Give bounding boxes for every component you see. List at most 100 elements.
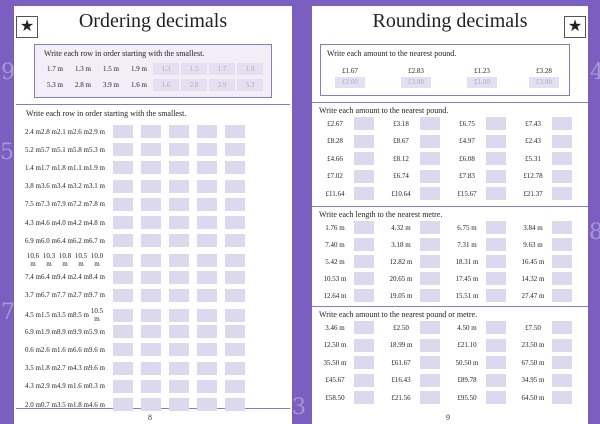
answer-box[interactable] bbox=[354, 169, 374, 183]
answer-box[interactable] bbox=[141, 270, 161, 284]
answer-box[interactable] bbox=[486, 272, 506, 285]
answer-box[interactable] bbox=[141, 179, 161, 193]
answer-box[interactable] bbox=[420, 169, 440, 183]
answer-box[interactable] bbox=[225, 270, 245, 284]
answer-box[interactable] bbox=[354, 356, 374, 369]
answer-box[interactable] bbox=[552, 338, 572, 352]
answer-box[interactable] bbox=[552, 321, 572, 334]
answer-box[interactable] bbox=[420, 356, 440, 369]
answer-box[interactable] bbox=[169, 161, 189, 175]
answer-box[interactable] bbox=[354, 289, 374, 302]
answer-box[interactable] bbox=[225, 234, 245, 248]
answer-box[interactable] bbox=[225, 143, 245, 157]
answer-box[interactable] bbox=[486, 152, 506, 165]
answer-box[interactable] bbox=[197, 288, 217, 302]
answer-box[interactable] bbox=[552, 134, 572, 148]
answer-box[interactable] bbox=[486, 187, 506, 200]
answer-box[interactable] bbox=[141, 288, 161, 302]
answer-box[interactable] bbox=[113, 379, 133, 393]
answer-box[interactable] bbox=[420, 187, 440, 200]
answer-box[interactable] bbox=[225, 308, 245, 322]
answer-box[interactable] bbox=[354, 338, 374, 352]
answer-box[interactable] bbox=[113, 288, 133, 302]
answer-box[interactable] bbox=[113, 325, 133, 339]
answer-box[interactable] bbox=[169, 216, 189, 229]
answer-box[interactable] bbox=[486, 117, 506, 130]
answer-box[interactable] bbox=[354, 134, 374, 148]
answer-box[interactable] bbox=[552, 221, 572, 234]
answer-box[interactable] bbox=[113, 308, 133, 322]
answer-box[interactable] bbox=[141, 161, 161, 175]
answer-box[interactable] bbox=[420, 321, 440, 334]
answer-box[interactable] bbox=[552, 391, 572, 404]
answer-box[interactable] bbox=[354, 221, 374, 234]
answer-box[interactable] bbox=[197, 398, 217, 411]
answer-box[interactable] bbox=[552, 152, 572, 165]
answer-box[interactable] bbox=[420, 272, 440, 285]
answer-box[interactable] bbox=[354, 255, 374, 268]
answer-box[interactable] bbox=[420, 221, 440, 234]
answer-box[interactable] bbox=[354, 272, 374, 285]
answer-box[interactable] bbox=[420, 152, 440, 165]
answer-box[interactable] bbox=[169, 361, 189, 375]
answer-box[interactable] bbox=[141, 379, 161, 393]
answer-box[interactable] bbox=[141, 308, 161, 322]
answer-box[interactable] bbox=[197, 379, 217, 393]
answer-box[interactable] bbox=[141, 325, 161, 339]
answer-box[interactable] bbox=[169, 197, 189, 211]
answer-box[interactable] bbox=[486, 169, 506, 183]
answer-box[interactable] bbox=[141, 197, 161, 211]
answer-box[interactable] bbox=[420, 238, 440, 251]
answer-box[interactable] bbox=[169, 288, 189, 302]
answer-box[interactable] bbox=[225, 161, 245, 175]
answer-box[interactable] bbox=[552, 187, 572, 200]
answer-box[interactable] bbox=[552, 238, 572, 251]
answer-box[interactable] bbox=[169, 343, 189, 357]
answer-box[interactable] bbox=[552, 272, 572, 285]
answer-box[interactable] bbox=[420, 255, 440, 268]
answer-box[interactable] bbox=[169, 234, 189, 248]
answer-box[interactable] bbox=[113, 216, 133, 229]
answer-box[interactable] bbox=[420, 289, 440, 302]
answer-box[interactable] bbox=[197, 270, 217, 284]
answer-box[interactable] bbox=[225, 288, 245, 302]
answer-box[interactable] bbox=[225, 398, 245, 411]
answer-box[interactable] bbox=[225, 197, 245, 211]
answer-box[interactable] bbox=[169, 308, 189, 322]
answer-box[interactable] bbox=[354, 373, 374, 387]
answer-box[interactable] bbox=[552, 169, 572, 183]
answer-box[interactable] bbox=[113, 143, 133, 157]
answer-box[interactable] bbox=[552, 117, 572, 130]
answer-box[interactable] bbox=[197, 161, 217, 175]
answer-box[interactable] bbox=[354, 117, 374, 130]
answer-box[interactable] bbox=[552, 255, 572, 268]
answer-box[interactable] bbox=[486, 356, 506, 369]
answer-box[interactable] bbox=[486, 134, 506, 148]
answer-box[interactable] bbox=[225, 179, 245, 193]
answer-box[interactable] bbox=[225, 253, 245, 267]
answer-box[interactable] bbox=[354, 238, 374, 251]
answer-box[interactable] bbox=[354, 391, 374, 404]
answer-box[interactable] bbox=[113, 270, 133, 284]
answer-box[interactable] bbox=[113, 179, 133, 193]
answer-box[interactable] bbox=[169, 125, 189, 138]
answer-box[interactable] bbox=[113, 361, 133, 375]
answer-box[interactable] bbox=[486, 373, 506, 387]
answer-box[interactable] bbox=[420, 134, 440, 148]
answer-box[interactable] bbox=[141, 216, 161, 229]
answer-box[interactable] bbox=[197, 308, 217, 322]
answer-box[interactable] bbox=[420, 338, 440, 352]
answer-box[interactable] bbox=[486, 255, 506, 268]
answer-box[interactable] bbox=[486, 321, 506, 334]
answer-box[interactable] bbox=[141, 143, 161, 157]
answer-box[interactable] bbox=[169, 270, 189, 284]
answer-box[interactable] bbox=[141, 398, 161, 411]
answer-box[interactable] bbox=[169, 379, 189, 393]
answer-box[interactable] bbox=[197, 125, 217, 138]
answer-box[interactable] bbox=[486, 338, 506, 352]
answer-box[interactable] bbox=[225, 361, 245, 375]
answer-box[interactable] bbox=[197, 197, 217, 211]
answer-box[interactable] bbox=[169, 398, 189, 411]
answer-box[interactable] bbox=[141, 361, 161, 375]
answer-box[interactable] bbox=[420, 391, 440, 404]
